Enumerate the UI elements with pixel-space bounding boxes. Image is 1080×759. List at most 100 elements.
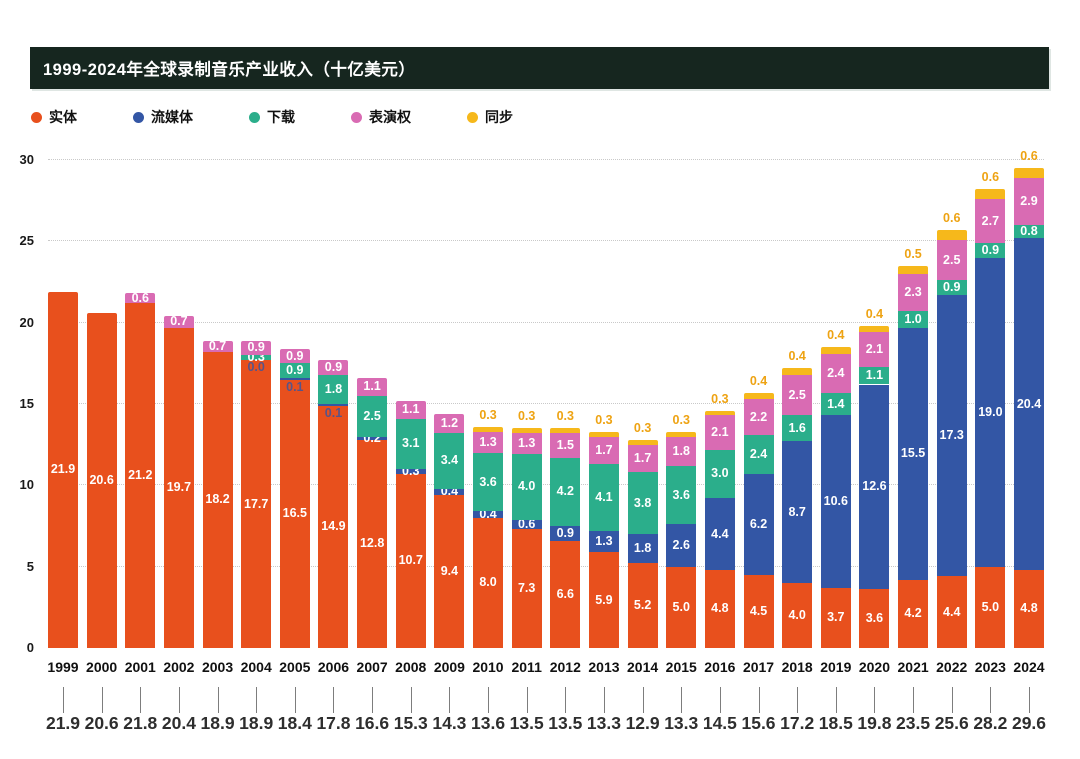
segment-label-performance: 2.9 [1020,193,1038,208]
y-axis: 0 5 10 15 20 25 30 [0,152,42,655]
segment-label-physical: 4.8 [711,601,729,616]
segment-sync [820,347,851,354]
bar-2014: 5.2 1.8 3.8 1.7 0.3 [627,160,658,648]
y-axis-label: 25 [19,233,34,249]
bar-2017: 4.5 6.2 2.4 2.2 0.4 [743,160,774,648]
segment-sync [1014,168,1044,178]
segment-sync [743,392,774,400]
total-label: 13.3 [586,713,621,733]
segment-download [782,415,813,442]
segment-performance [241,340,272,356]
segment-sync [975,189,1006,200]
segment-label-download: 1.1 [865,368,884,383]
segment-physical [550,540,581,648]
segment-physical [820,587,851,648]
legend-dot-icon [133,111,144,123]
y-axis-label: 20 [19,314,34,330]
segment-label-physical: 4.4 [943,604,961,619]
segment-label-performance: 2.3 [904,285,922,300]
axis-tick [1029,687,1030,713]
segment-physical [704,569,735,648]
axis-tick [178,687,180,713]
segment-physical [666,566,697,648]
segment-label-streaming: 8.7 [788,504,806,519]
y-axis-label: 30 [19,152,34,167]
segment-sync [666,431,697,437]
segment-physical [898,579,929,648]
axis-tick [217,687,219,713]
axis-tick [719,687,721,713]
segment-download [936,280,967,296]
segment-label-performance: 2.1 [711,424,729,439]
segment-label-physical: 18.2 [205,492,230,507]
legend-item-3: 下载 [249,107,295,127]
segment-performance [163,316,194,328]
total-label: 13.6 [471,713,506,733]
segment-download [666,465,697,525]
segment-label-download: 4.2 [556,484,574,499]
segment-sync [511,428,542,434]
legend-dot-icon [31,111,42,123]
segment-performance [550,433,581,458]
gridline [48,403,1044,404]
segment-performance [975,199,1006,243]
segment-sync [627,439,658,445]
segment-label-download: 4.0 [517,479,536,494]
segment-label-physical: 21.9 [50,462,76,477]
segment-label-performance: 0.9 [324,359,343,374]
segment-download [279,363,310,378]
segment-label-streaming: 0.9 [556,525,574,540]
axis-tick [372,687,374,713]
gridline [48,484,1044,486]
x-axis-year-label: 2023 [974,659,1006,675]
segment-label-download: 3.1 [402,436,420,451]
x-axis-year-label: 2012 [549,659,581,675]
segment-label-download: 0.8 [1020,224,1038,239]
segment-performance [859,332,890,367]
bar-2015: 5.0 2.6 3.6 1.8 0.3 [666,160,697,648]
segment-label-download: 1.6 [788,420,806,435]
x-axis-year-label: 2016 [704,659,736,675]
x-axis-year-label: 2015 [665,659,697,675]
segment-label-sync: 0.3 [517,409,536,424]
bar-1999: 21.9 [48,160,78,648]
segment-performance [279,348,310,364]
segment-label-streaming: 15.5 [900,446,926,461]
bar-2002: 19.7 0.7 [163,160,194,648]
bar-2020: 3.6 12.6 1.1 2.1 0.4 [859,160,890,648]
segment-label-sync: 0.6 [1020,149,1038,164]
segment-label-physical: 9.4 [440,564,459,579]
axis-tick [642,687,644,713]
total-label: 12.9 [625,713,660,733]
y-axis-label: 15 [19,396,34,411]
segment-label-performance: 0.6 [131,290,149,305]
segment-streaming [936,295,967,577]
total-label: 14.3 [432,713,467,733]
segment-performance [743,399,774,435]
segment-performance [511,433,542,455]
segment-label-streaming: 0.6 [517,516,536,531]
y-axis-label: 5 [26,558,34,574]
x-axis-year-label: 2002 [163,659,195,675]
axis-ticks [48,687,1044,713]
segment-label-physical: 4.5 [749,603,768,618]
gridline [48,240,1044,242]
total-label: 13.5 [509,713,544,733]
segment-label-streaming: 0.1 [324,405,343,420]
segment-physical [86,312,117,648]
segment-download [1014,225,1044,239]
segment-label-download: 1.0 [904,311,922,326]
segment-physical [782,582,813,648]
segment-label-performance: 1.5 [556,437,574,452]
segment-download [859,366,890,385]
segment-label-streaming: 2.6 [672,538,690,553]
bar-2019: 3.7 10.6 1.4 2.4 0.4 [820,160,851,648]
x-axis-year-label: 2007 [356,659,388,675]
totals-row: 21.9 20.6 21.8 20.4 18.9 18.9 18.4 17.8 16.6 15.3… [46,713,1046,737]
axis-tick [951,687,953,713]
gridline [48,565,1044,567]
segment-physical [859,589,890,648]
axis-tick [565,687,567,713]
segment-label-performance: 1.1 [402,402,420,417]
segment-label-physical: 14.9 [321,519,346,534]
